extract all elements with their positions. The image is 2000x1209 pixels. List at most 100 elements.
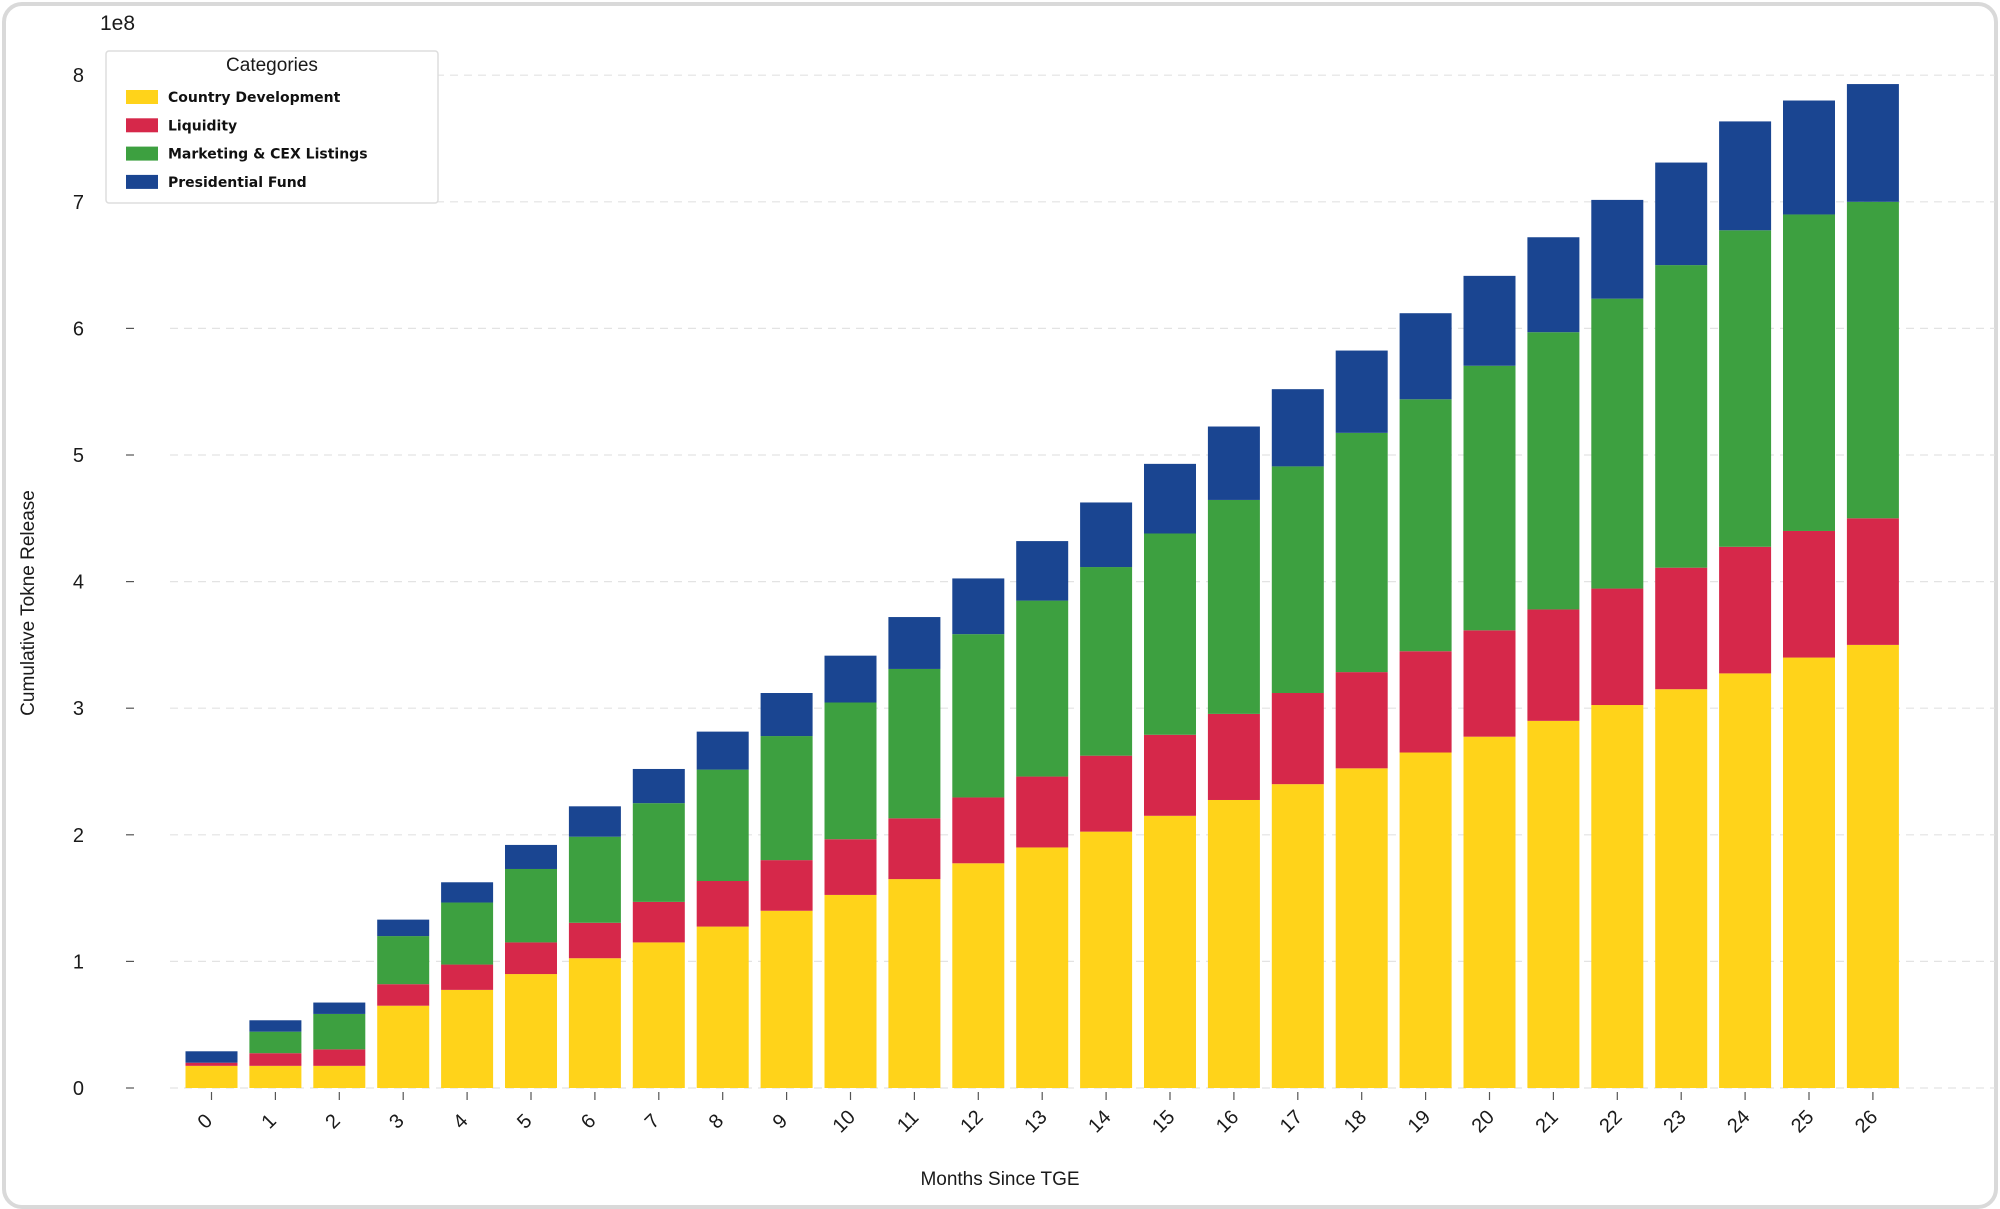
bar-segment-liquidity — [377, 984, 430, 1006]
bar-segment-liquidity — [505, 942, 557, 975]
bar-segment-marketing-cex-listings — [1335, 432, 1388, 673]
bar-segment-marketing-cex-listings — [696, 769, 749, 882]
bar-segment-presidential-fund — [1783, 100, 1835, 215]
bar-segment-country-development — [1527, 720, 1580, 1088]
bar-segment-marketing-cex-listings — [313, 1013, 366, 1050]
bar-segment-presidential-fund — [1271, 389, 1324, 467]
x-tick-label: 12 — [956, 1106, 987, 1137]
bar-segment-marketing-cex-listings — [505, 868, 557, 943]
bar-segment-liquidity — [888, 818, 941, 880]
bar-segment-country-development — [1846, 644, 1899, 1088]
bar-segment-liquidity — [441, 964, 494, 990]
bar-segment-marketing-cex-listings — [1399, 399, 1452, 652]
legend-swatch — [126, 146, 158, 161]
legend-label: Marketing & CEX Listings — [168, 147, 368, 163]
bar-segment-liquidity — [1463, 630, 1516, 737]
bar-segment-presidential-fund — [1016, 541, 1069, 601]
bar-segment-country-development — [1271, 784, 1324, 1088]
x-tick-label: 15 — [1148, 1106, 1179, 1137]
bar-segment-liquidity — [1144, 734, 1196, 816]
bar-segment-marketing-cex-listings — [1271, 466, 1324, 694]
bar-segment-marketing-cex-listings — [760, 736, 813, 861]
bar-segment-liquidity — [632, 901, 685, 943]
y-tick-label: 8 — [73, 65, 84, 87]
bar-segment-country-development — [952, 863, 1005, 1088]
bar-segment-country-development — [632, 942, 685, 1088]
legend-label: Country Development — [168, 90, 341, 106]
bar-segment-marketing-cex-listings — [441, 902, 494, 965]
bar-segment-presidential-fund — [824, 655, 877, 703]
y-tick-label: 3 — [73, 698, 84, 720]
x-tick-label: 13 — [1020, 1106, 1051, 1137]
bar-segment-marketing-cex-listings — [1080, 567, 1133, 756]
legend-label: Presidential Fund — [168, 175, 307, 191]
legend-swatch — [126, 174, 158, 189]
bar-segment-marketing-cex-listings — [888, 668, 941, 819]
bar-segment-liquidity — [696, 881, 749, 927]
bar-segment-liquidity — [313, 1049, 366, 1066]
bar-segment-presidential-fund — [568, 806, 621, 837]
bar-segment-marketing-cex-listings — [824, 702, 877, 840]
bar-segment-presidential-fund — [1335, 350, 1388, 433]
bar-segment-presidential-fund — [505, 844, 557, 869]
x-tick-label: 26 — [1851, 1106, 1882, 1137]
legend-swatch — [126, 118, 158, 133]
bar-segment-country-development — [1399, 752, 1452, 1088]
bar-series — [185, 84, 1899, 1088]
x-tick-label: 3 — [385, 1110, 408, 1133]
y-tick-label: 0 — [73, 1078, 84, 1100]
bar-segment-country-development — [888, 879, 941, 1088]
x-tick-label: 6 — [577, 1110, 600, 1133]
bar-segment-liquidity — [185, 1062, 238, 1066]
bar-segment-country-development — [760, 910, 813, 1088]
bar-segment-marketing-cex-listings — [1655, 265, 1708, 568]
bar-segment-marketing-cex-listings — [1846, 201, 1899, 519]
y-axis: 0 1 2 3 4 5 6 7 8 — [73, 65, 134, 1100]
y-tick-label: 2 — [73, 825, 84, 847]
bar-segment-marketing-cex-listings — [1527, 332, 1580, 610]
x-tick-label: 16 — [1212, 1106, 1243, 1137]
bar-segment-country-development — [1335, 768, 1388, 1088]
y-axis-offset-label: 1e8 — [100, 12, 135, 35]
bar-segment-liquidity — [952, 797, 1005, 864]
x-tick-label: 2 — [321, 1110, 344, 1133]
legend-title: Categories — [226, 55, 318, 76]
bar-segment-marketing-cex-listings — [1719, 230, 1772, 547]
x-tick-label: 18 — [1340, 1106, 1371, 1137]
bar-segment-country-development — [1207, 799, 1260, 1088]
bar-segment-country-development — [1080, 831, 1133, 1088]
bar-segment-marketing-cex-listings — [1783, 214, 1835, 531]
bar-segment-marketing-cex-listings — [632, 803, 685, 902]
bar-segment-country-development — [1144, 815, 1196, 1088]
bar-segment-country-development — [377, 1005, 430, 1088]
bar-segment-presidential-fund — [313, 1002, 366, 1014]
x-tick-label: 10 — [829, 1106, 860, 1137]
x-tick-label: 1 — [257, 1110, 280, 1133]
bar-segment-liquidity — [1719, 546, 1772, 674]
x-tick-label: 7 — [641, 1110, 664, 1133]
bar-segment-country-development — [1591, 705, 1644, 1088]
bar-segment-country-development — [1463, 736, 1516, 1088]
x-tick-label: 19 — [1404, 1106, 1435, 1137]
bar-segment-presidential-fund — [888, 617, 941, 669]
bar-segment-liquidity — [1080, 755, 1133, 832]
bar-segment-presidential-fund — [1144, 463, 1196, 534]
bar-segment-presidential-fund — [696, 731, 749, 770]
bar-segment-liquidity — [1527, 609, 1580, 721]
bar-segment-country-development — [696, 926, 749, 1088]
bar-segment-presidential-fund — [952, 578, 1005, 635]
legend: Categories Country Development Liquidity M… — [105, 50, 439, 204]
bar-segment-presidential-fund — [1207, 426, 1260, 500]
x-tick-label: 17 — [1276, 1106, 1307, 1137]
bar-segment-liquidity — [1016, 776, 1069, 848]
bar-segment-presidential-fund — [1719, 121, 1772, 231]
x-axis: 0 1 2 3 4 5 6 7 8 9 10 11 12 13 14 15 16 17 18 19 20 21 22 23 24… — [194, 1092, 1882, 1137]
bar-segment-liquidity — [1335, 672, 1388, 769]
bar-segment-presidential-fund — [1463, 275, 1516, 366]
bar-segment-liquidity — [568, 922, 621, 959]
x-tick-label: 24 — [1723, 1106, 1754, 1137]
legend-items: Country Development Liquidity Marketing & … — [126, 90, 368, 191]
bar-segment-presidential-fund — [249, 1020, 302, 1032]
bar-segment-country-development — [824, 894, 877, 1088]
